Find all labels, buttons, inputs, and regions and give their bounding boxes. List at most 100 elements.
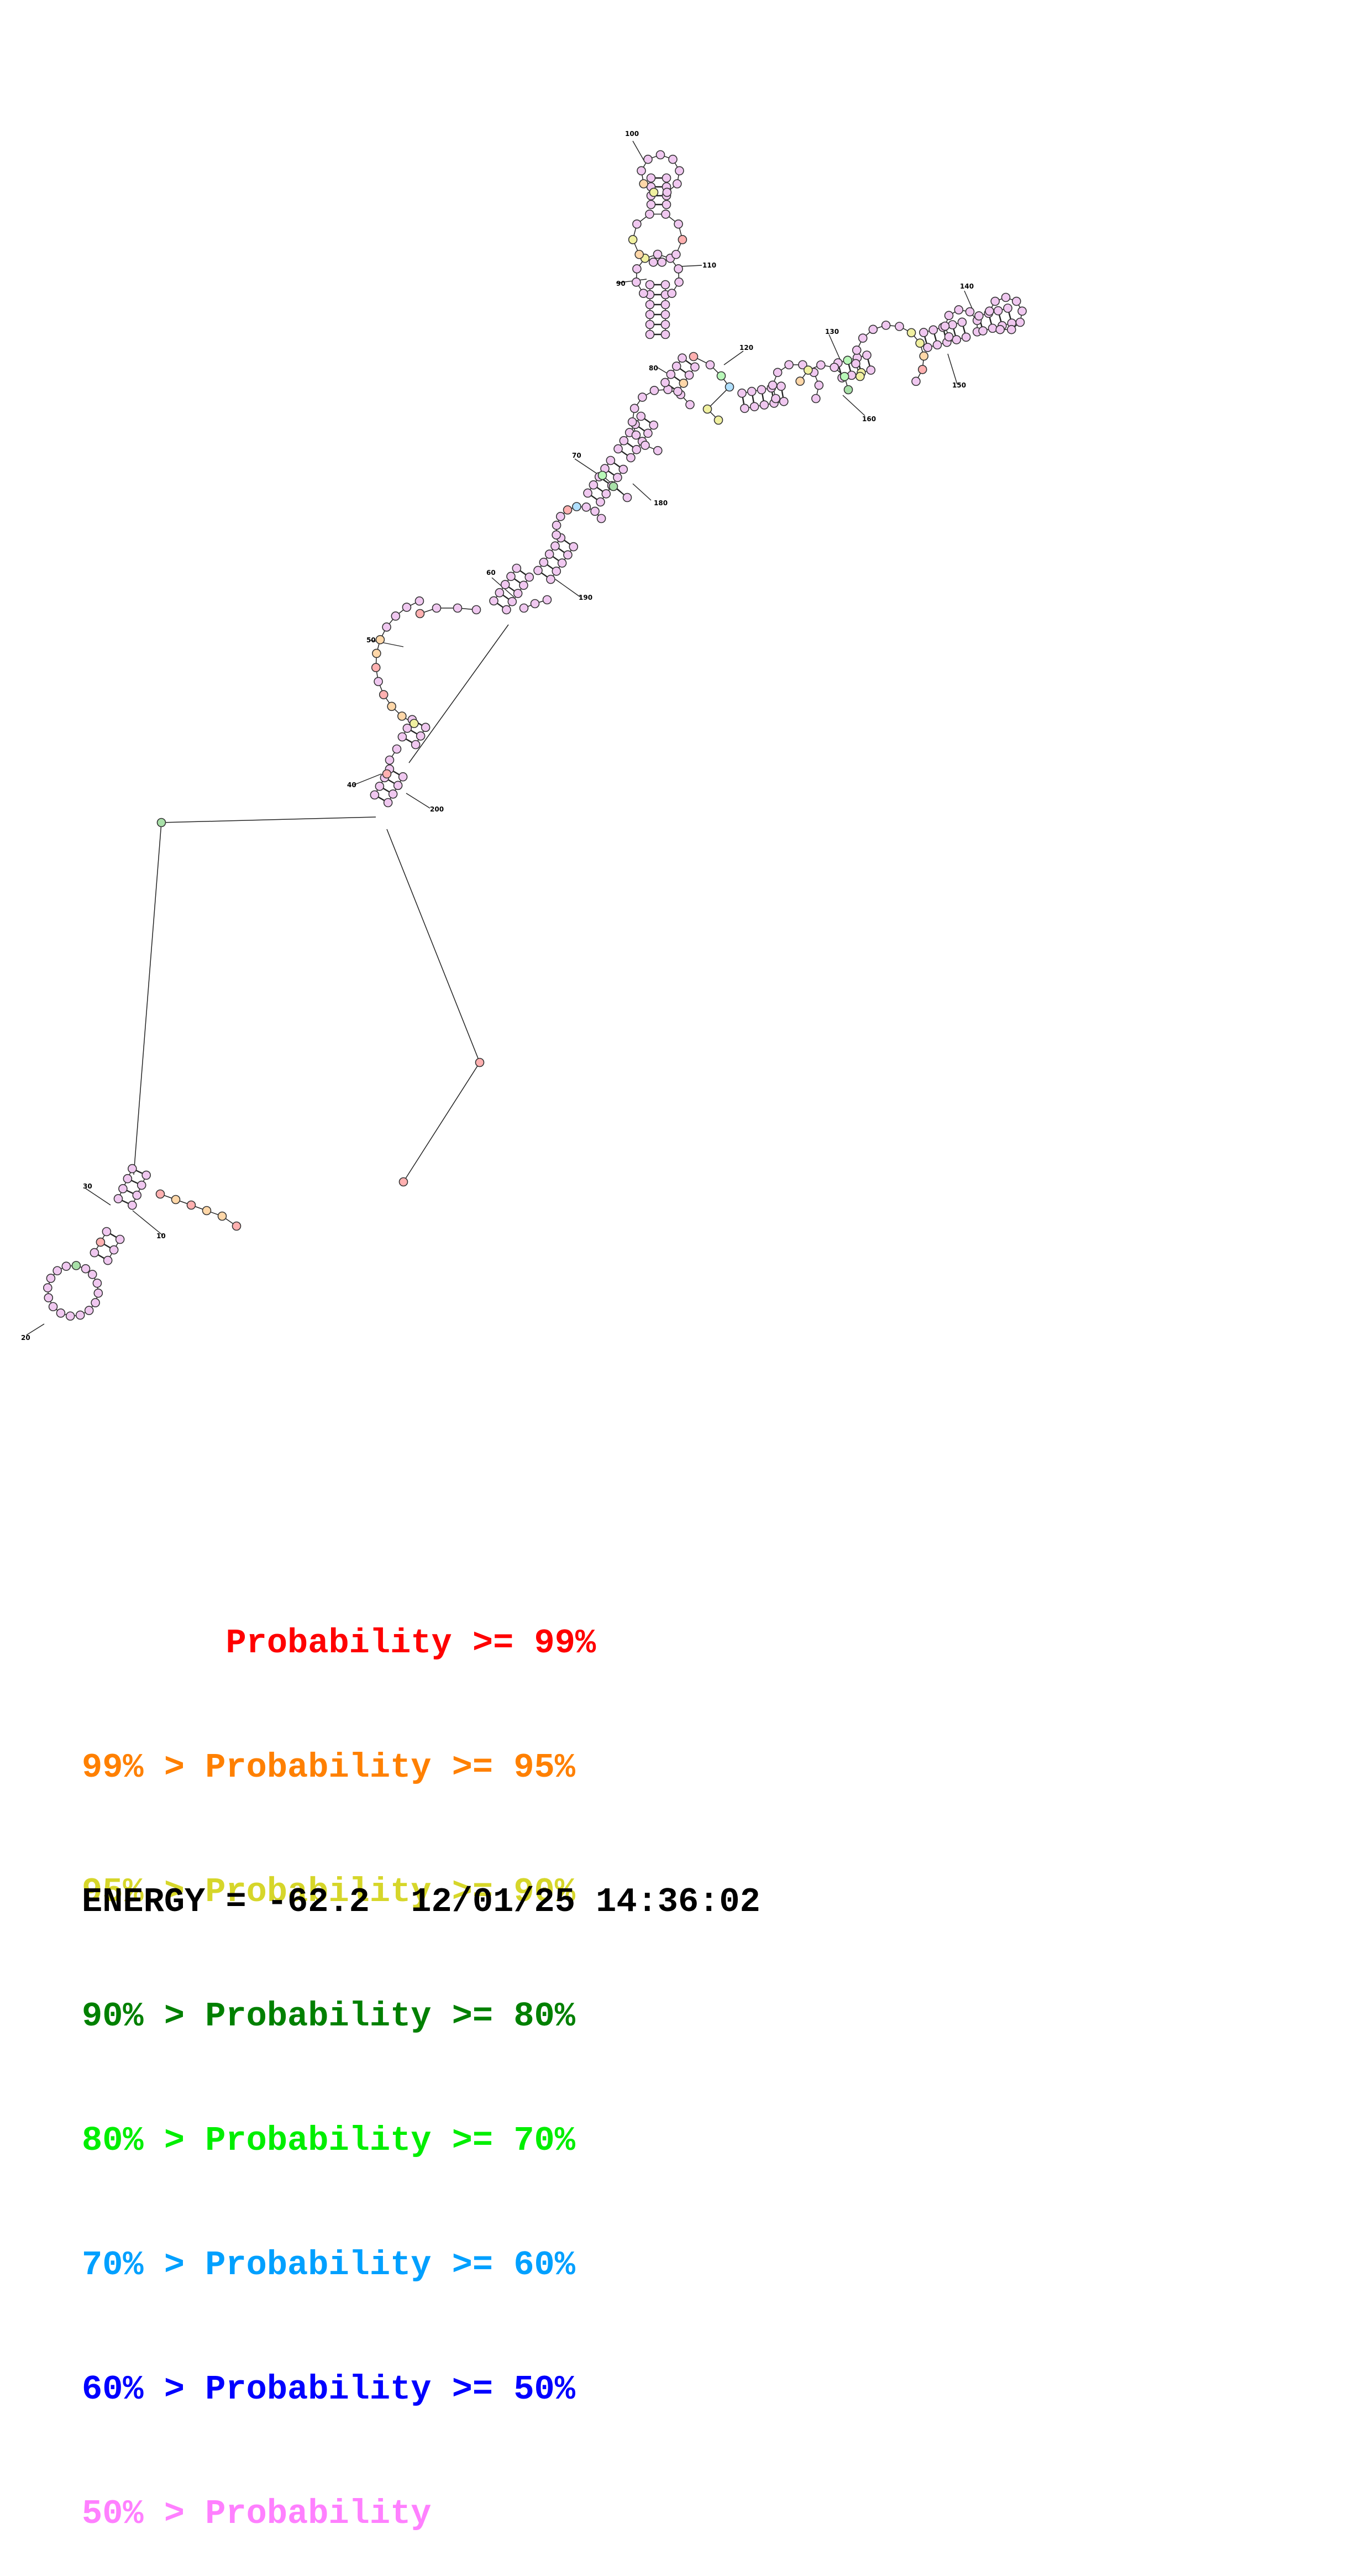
nucleotide (839, 371, 849, 381)
nucleotide (985, 306, 994, 316)
nucleotide (978, 326, 988, 336)
base-pair (643, 417, 652, 424)
nucleotide (46, 1274, 56, 1283)
nucleotide (993, 306, 1003, 316)
base-pair (103, 1243, 112, 1249)
base-pair (120, 1199, 130, 1205)
pos-label-160: 160 (862, 415, 876, 423)
nucleotide (374, 677, 383, 687)
nucleotide (519, 580, 528, 590)
nucleotide (944, 311, 954, 321)
nucleotide (71, 1261, 81, 1270)
nucleotide (48, 1302, 58, 1312)
nucleotide (84, 1306, 94, 1315)
nucleotide (530, 599, 540, 609)
nucleotide (852, 345, 862, 355)
nucleotide (392, 744, 402, 754)
nucleotide (61, 1261, 71, 1271)
nucleotide (128, 1164, 137, 1174)
nucleotide (645, 329, 655, 339)
base-pair (989, 316, 993, 326)
nucleotide (546, 574, 555, 584)
base-pair (761, 392, 765, 402)
base-pair (867, 358, 871, 368)
nucleotide (660, 320, 670, 329)
nucleotide (911, 376, 921, 386)
base-pair (513, 577, 522, 584)
nucleotide (402, 603, 412, 612)
nucleotide (613, 473, 622, 483)
nucleotide (690, 362, 700, 372)
nucleotide (923, 343, 932, 352)
base-pair (637, 425, 646, 432)
nucleotide (581, 502, 591, 512)
nucleotide (816, 360, 826, 370)
nucleotide (414, 596, 424, 606)
nucleotide (689, 352, 699, 362)
nucleotide (944, 332, 954, 342)
nucleotide (507, 596, 517, 606)
nucleotide (811, 394, 821, 404)
base-pair (590, 494, 599, 501)
nucleotide (489, 596, 498, 606)
nucleotide (590, 506, 600, 516)
nucleotide (217, 1211, 227, 1221)
nucleotide (186, 1200, 196, 1210)
nucleotides (43, 150, 1027, 1321)
nucleotide (671, 362, 681, 371)
nucleotide (643, 428, 653, 438)
nucleotide (702, 404, 712, 414)
position-labels: 10 20 30 40 50 60 70 80 90 100 110 120 1… (21, 130, 974, 1342)
nucleotide (957, 317, 967, 327)
nucleotide (393, 781, 403, 790)
nucleotide (118, 1184, 128, 1193)
nucleotide (596, 497, 605, 507)
nucleotide (475, 1057, 485, 1067)
nucleotide (627, 417, 637, 427)
nucleotide (773, 368, 783, 378)
base-pair (540, 572, 549, 578)
nucleotide (919, 328, 928, 337)
base-pair (848, 363, 852, 373)
nucleotide (713, 415, 723, 425)
nucleotide (383, 798, 393, 808)
nucleotide (1003, 303, 1012, 313)
pos-label-20: 20 (21, 1334, 30, 1342)
legend-row-90: 95% > Probability >= 90% (82, 1872, 575, 1912)
nucleotide (1015, 317, 1025, 327)
base-pair (392, 769, 401, 776)
nucleotide (988, 323, 998, 333)
nucleotide (613, 444, 623, 454)
pos-label-140: 140 (960, 282, 974, 290)
nucleotide (632, 219, 642, 229)
nucleotide (552, 530, 561, 540)
nucleotide (471, 605, 481, 615)
nucleotide (653, 446, 663, 455)
nucleotide (648, 258, 658, 267)
base-pair (962, 324, 966, 334)
nucleotide (862, 350, 872, 360)
nucleotide (563, 550, 573, 560)
nucleotide (990, 296, 1000, 306)
nucleotide (43, 1283, 53, 1292)
nucleotide (855, 371, 865, 381)
position-ticks (26, 140, 973, 1336)
nucleotide (952, 335, 962, 344)
pos-label-60: 60 (486, 569, 496, 577)
nucleotide (91, 1298, 100, 1307)
nucleotide (109, 1245, 119, 1255)
pos-label-130: 130 (825, 328, 839, 336)
nucleotide (123, 1174, 133, 1184)
nucleotide (675, 166, 684, 176)
nucleotide (608, 481, 618, 491)
nucleotide (779, 396, 789, 406)
nucleotide (906, 328, 916, 338)
nucleotide (684, 370, 694, 380)
nucleotide (660, 300, 670, 310)
nucleotide (749, 402, 759, 411)
nucleotide (649, 420, 659, 430)
nucleotide (645, 280, 655, 290)
legend-row-60: 70% > Probability >= 60% (82, 2245, 575, 2285)
base-pair (673, 375, 681, 383)
nucleotide (519, 603, 529, 613)
